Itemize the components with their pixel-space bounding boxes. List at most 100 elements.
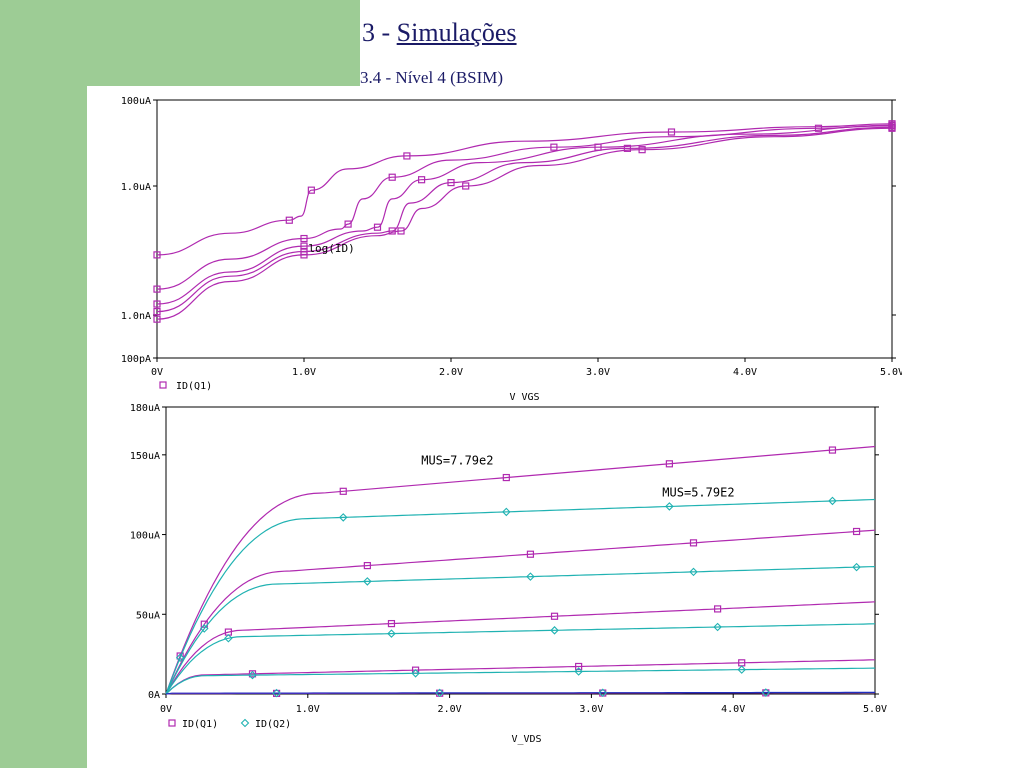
data-point [387, 619, 396, 628]
series-path [156, 126, 893, 313]
data-point [665, 460, 673, 468]
data-point [300, 234, 308, 243]
series-line [165, 527, 876, 695]
series-line [153, 124, 896, 323]
data-point [713, 622, 722, 632]
legend-entry: ID(Q1) [176, 381, 212, 392]
series-line [165, 601, 876, 695]
series-line [153, 120, 896, 259]
series-path [156, 125, 893, 305]
data-point [550, 143, 558, 151]
series-line [165, 496, 876, 695]
data-point [387, 629, 396, 638]
data-point [153, 307, 161, 316]
data-point [598, 688, 608, 697]
series-line [165, 622, 876, 695]
y-tick-label: 50uA [136, 610, 160, 621]
green-header-band [0, 0, 360, 86]
data-point [159, 381, 167, 389]
data-point [550, 626, 559, 635]
data-point [153, 251, 161, 259]
x-tick-label: 0V [160, 704, 172, 715]
series-path [165, 667, 876, 695]
x-tick-label: 5.0V [880, 367, 902, 378]
content-corner [87, 86, 147, 146]
data-point [828, 496, 837, 506]
data-point [623, 144, 632, 152]
data-point [248, 670, 257, 680]
x-tick-label: 2.0V [438, 704, 462, 715]
x-tick-label: 1.0V [296, 704, 320, 715]
series-line [153, 121, 896, 293]
data-point [285, 216, 293, 224]
data-point [447, 178, 455, 187]
y-tick-label: 150uA [130, 451, 160, 462]
data-point [526, 550, 535, 558]
series-path [165, 601, 876, 695]
y-tick-label: 100uA [130, 531, 160, 542]
series-line [165, 688, 875, 698]
y-tick-label: 1.0uA [121, 182, 151, 193]
series-line [165, 445, 876, 695]
data-point [411, 669, 420, 678]
data-point [363, 577, 372, 586]
series-line [165, 665, 876, 695]
series-line [165, 562, 876, 695]
data-point [339, 487, 347, 495]
data-point [574, 667, 583, 676]
slide-subtitle: 3.4 - Nível 4 (BSIM) [360, 68, 504, 87]
data-point [526, 572, 535, 581]
data-point [575, 662, 583, 671]
y-tick-label: 100uA [121, 96, 151, 107]
data-point [418, 176, 426, 184]
data-point [714, 605, 722, 613]
data-point [272, 688, 281, 698]
data-point [363, 561, 371, 570]
curve-annotation: MUS=7.79e2 [421, 453, 493, 467]
curve-annotation: MUS=5.79E2 [662, 485, 734, 499]
x-tick-label: 4.0V [721, 704, 745, 715]
series-path [156, 127, 893, 320]
x-tick-label: 3.0V [579, 704, 603, 715]
data-point [462, 182, 470, 190]
data-point [344, 220, 352, 228]
data-point [689, 539, 698, 547]
data-point [502, 507, 511, 517]
y-tick-label: 1.0nA [121, 311, 151, 322]
series-line [153, 123, 896, 316]
data-point [397, 227, 405, 235]
data-point [638, 146, 646, 154]
title-prefix: 3 - [362, 18, 397, 47]
data-point [175, 653, 185, 662]
data-point [153, 300, 161, 308]
x-tick-label: 4.0V [733, 367, 757, 378]
x-axis-label: V_VDS [511, 734, 541, 745]
data-point [814, 124, 823, 132]
data-point [888, 124, 896, 132]
series-line [153, 122, 896, 308]
legend-entry: ID(Q1) [182, 719, 218, 730]
title-link[interactable]: Simulações [396, 18, 517, 47]
series-path [165, 691, 875, 695]
series-path [165, 445, 876, 695]
data-point [240, 718, 250, 728]
data-point [852, 562, 861, 572]
data-point [435, 688, 444, 698]
green-sidebar [0, 0, 87, 768]
series-path [165, 659, 876, 695]
x-tick-label: 2.0V [439, 367, 463, 378]
x-tick-label: 0V [151, 367, 163, 378]
data-point [852, 527, 861, 536]
series-path [156, 123, 893, 256]
series-path [165, 498, 876, 695]
data-point [168, 719, 176, 727]
data-point [761, 688, 771, 697]
data-point [737, 665, 746, 674]
data-point [200, 624, 209, 633]
data-point [689, 567, 698, 577]
data-point [300, 251, 308, 259]
series-path [165, 566, 876, 695]
y-tick-label: 180uA [130, 403, 160, 414]
